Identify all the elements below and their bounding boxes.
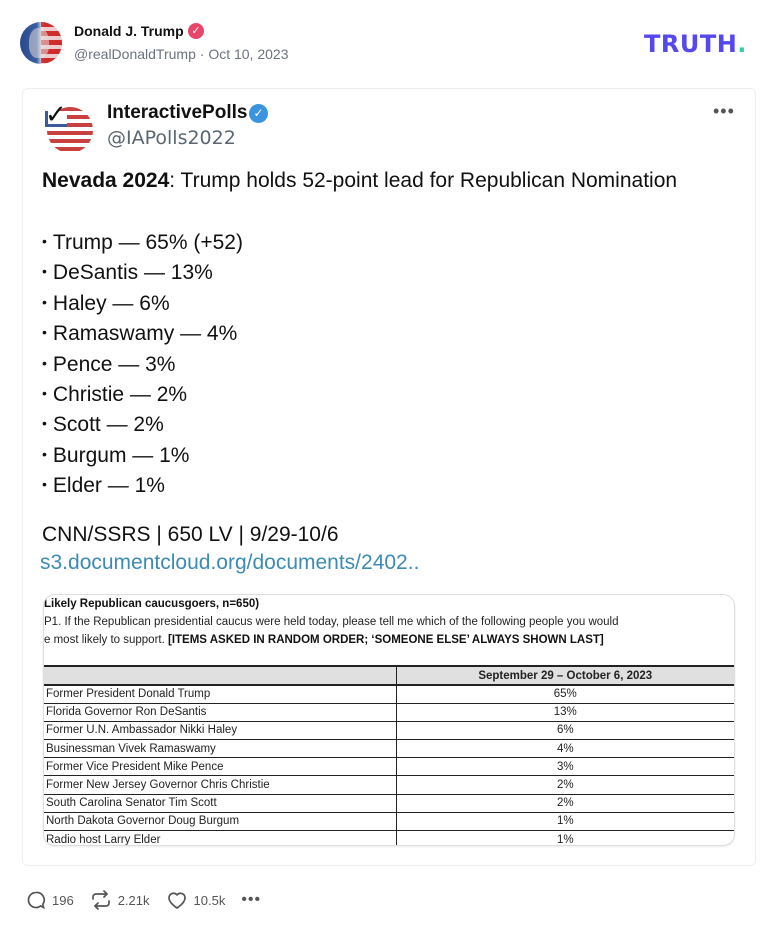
embedded-screenshot[interactable]: ✓ InteractivePolls ✓ @IAPolls2022 ••• Ne… bbox=[22, 88, 756, 866]
percent-cell: 65% bbox=[395, 685, 734, 704]
repost-count: 2.21k bbox=[117, 892, 150, 908]
candidate-cell: North Dakota Governor Doug Burgum bbox=[44, 812, 396, 832]
portrait-face bbox=[29, 28, 49, 58]
like-button[interactable]: 10.5k bbox=[166, 890, 226, 910]
poll-item: Burgum — 1% bbox=[42, 440, 243, 470]
table-row: Businessman Vivek Ramaswamy 4% bbox=[44, 739, 734, 759]
candidate-cell: Florida Governor Ron DeSantis bbox=[44, 703, 396, 722]
doc-instruction-line: e most likely to support. [ITEMS ASKED I… bbox=[44, 634, 604, 646]
candidate-cell: Radio host Larry Elder bbox=[46, 833, 161, 846]
table-header-row: September 29 – October 6, 2023 bbox=[44, 665, 734, 686]
table-header-date: September 29 – October 6, 2023 bbox=[395, 665, 734, 686]
candidate-cell: Former Vice President Mike Pence bbox=[44, 757, 396, 777]
headline-bold: Nevada 2024 bbox=[42, 169, 170, 192]
document-link: s3.documentcloud.org/documents/2402.. bbox=[40, 551, 420, 574]
candidate-cell: Former U.N. Ambassador Nikki Haley bbox=[44, 721, 396, 741]
table-row: South Carolina Senator Tim Scott 2% bbox=[44, 794, 734, 813]
meta-separator: · bbox=[195, 46, 209, 62]
table-row: North Dakota Governor Doug Burgum 1% bbox=[44, 812, 734, 832]
table-header-blank bbox=[44, 665, 396, 686]
doc-instruction-plain: e most likely to support. bbox=[44, 634, 168, 646]
logo-dot: . bbox=[737, 30, 747, 58]
percent-cell: 2% bbox=[395, 794, 734, 813]
results-table: September 29 – October 6, 2023 Former Pr… bbox=[44, 665, 734, 846]
candidate-cell: Businessman Vivek Ramaswamy bbox=[44, 739, 396, 759]
table-row: Former Vice President Mike Pence 3% bbox=[44, 757, 734, 777]
reply-count: 196 bbox=[52, 892, 74, 908]
percent-cell: 3% bbox=[395, 757, 734, 777]
post-header: Donald J. Trump ✓ @realDonaldTrump · Oct… bbox=[20, 20, 760, 70]
candidate-cell: South Carolina Senator Tim Scott bbox=[44, 794, 396, 813]
candidate-cell: Former New Jersey Governor Chris Christi… bbox=[44, 775, 396, 795]
embed-account-name: InteractivePolls bbox=[107, 102, 248, 123]
percent-cell: 1% bbox=[395, 812, 734, 832]
embed-more-icon: ••• bbox=[713, 101, 735, 121]
percent-cell: 4% bbox=[395, 739, 734, 759]
embed-headline: Nevada 2024: Trump holds 52-point lead f… bbox=[42, 169, 677, 193]
author-handle[interactable]: @realDonaldTrump bbox=[74, 46, 196, 62]
post-date[interactable]: Oct 10, 2023 bbox=[208, 46, 289, 62]
author-name[interactable]: Donald J. Trump bbox=[74, 23, 184, 39]
percent-cell: 13% bbox=[395, 703, 734, 722]
percent-cell: 1% bbox=[395, 830, 734, 845]
more-dots-icon: ••• bbox=[241, 891, 262, 908]
author-avatar[interactable] bbox=[20, 22, 62, 64]
percent-cell: 6% bbox=[395, 721, 734, 741]
more-options-button[interactable]: ••• bbox=[241, 891, 261, 909]
poll-item: Haley — 6% bbox=[42, 288, 243, 318]
headline-rest: : Trump holds 52-point lead for Republic… bbox=[169, 169, 678, 192]
like-count: 10.5k bbox=[193, 892, 226, 908]
poll-item: Trump — 65% (+52) bbox=[42, 227, 243, 257]
table-row: Florida Governor Ron DeSantis 13% bbox=[44, 703, 734, 722]
interactivepolls-avatar: ✓ bbox=[41, 101, 95, 155]
ballot-box-icon bbox=[45, 111, 67, 127]
table-row: Former New Jersey Governor Chris Christi… bbox=[44, 775, 734, 795]
poll-item: Pence — 3% bbox=[42, 349, 243, 379]
truth-social-logo[interactable]: TRUTH. bbox=[644, 30, 747, 58]
repost-button[interactable]: 2.21k bbox=[90, 890, 150, 910]
blue-verified-icon: ✓ bbox=[249, 104, 268, 123]
checkmark-icon: ✓ bbox=[45, 99, 67, 129]
author-meta: @realDonaldTrump · Oct 10, 2023 bbox=[74, 46, 288, 62]
poll-document-image: Likely Republican caucusgoers, n=650) P1… bbox=[43, 594, 735, 846]
poll-source: CNN/SSRS | 650 LV | 9/29-10/6 bbox=[42, 523, 339, 546]
table-row: Former U.N. Ambassador Nikki Haley 6% bbox=[44, 721, 734, 741]
poll-item: Scott — 2% bbox=[42, 409, 243, 439]
poll-item: Christie — 2% bbox=[42, 379, 243, 409]
doc-question-line: P1. If the Republican presidential caucu… bbox=[44, 616, 619, 628]
poll-item: Elder — 1% bbox=[42, 470, 243, 500]
table-row: Radio host Larry Elder 1% bbox=[44, 830, 734, 846]
heart-icon bbox=[167, 892, 186, 909]
poll-item: DeSantis — 13% bbox=[42, 257, 243, 287]
reply-bubble-icon bbox=[27, 891, 46, 910]
reply-button[interactable]: 196 bbox=[26, 890, 74, 910]
poll-item: Ramaswamy — 4% bbox=[42, 318, 243, 348]
poll-results-list: Trump — 65% (+52) DeSantis — 13% Haley —… bbox=[42, 227, 243, 501]
embed-account-handle: @IAPolls2022 bbox=[107, 127, 236, 149]
post-actions-bar: 196 2.21k 10.5k ••• bbox=[26, 888, 277, 912]
percent-cell: 2% bbox=[395, 775, 734, 795]
candidate-cell: Former President Donald Trump bbox=[44, 685, 396, 704]
repost-arrows-icon bbox=[91, 890, 110, 910]
doc-instruction-bold: [ITEMS ASKED IN RANDOM ORDER; ‘SOMEONE E… bbox=[168, 634, 604, 646]
table-row: Former President Donald Trump 65% bbox=[44, 685, 734, 704]
doc-sample-line: Likely Republican caucusgoers, n=650) bbox=[44, 598, 260, 610]
verified-check-badge-icon: ✓ bbox=[188, 23, 204, 39]
logo-text: TRUTH bbox=[644, 30, 738, 58]
